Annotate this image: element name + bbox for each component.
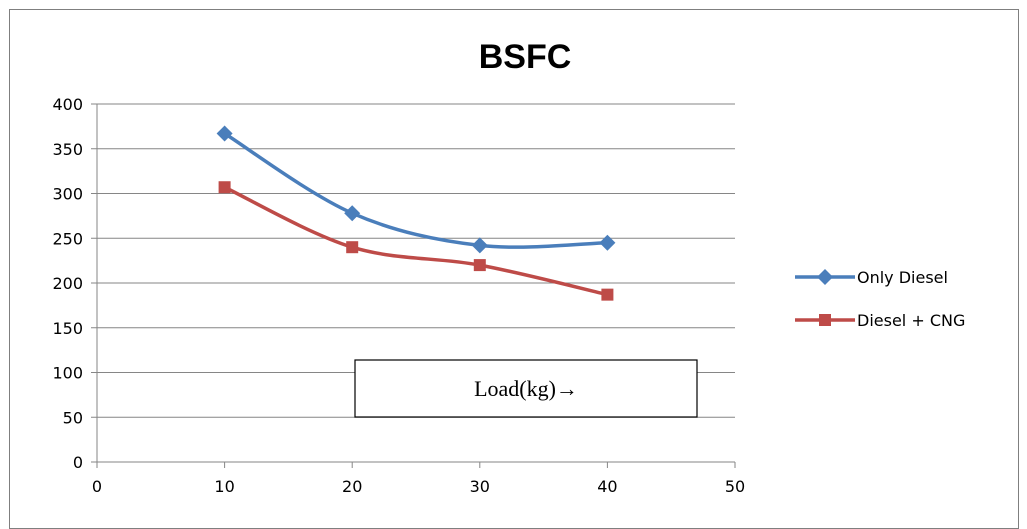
chart-title: BSFC <box>479 38 572 76</box>
data-point-diesel-cng <box>346 241 359 254</box>
legend-label: Only Diesel <box>857 268 948 287</box>
x-tick-label: 20 <box>342 477 362 496</box>
data-point-only-diesel <box>599 234 616 251</box>
y-tick-label: 200 <box>52 274 83 293</box>
series-diesel-cng <box>218 181 614 301</box>
data-point-only-diesel <box>216 125 233 142</box>
legend-marker <box>817 269 833 285</box>
y-tick-label: 0 <box>73 453 83 472</box>
y-tick-label: 100 <box>52 364 83 383</box>
annotation-label: Load(kg)→ <box>474 376 578 401</box>
bsfc-chart: BSFC 0 50 100 150 200 250 300 350 400 0 10 20 30 40 5… <box>52 38 965 496</box>
legend-item-diesel-cng: Diesel + CNG <box>795 311 965 330</box>
data-point-only-diesel <box>344 205 361 222</box>
legend-label: Diesel + CNG <box>857 311 965 330</box>
y-tick-label: 350 <box>52 140 83 159</box>
annotation-box: Load(kg)→ <box>354 359 698 418</box>
series-line-only-diesel <box>223 132 608 249</box>
series-line-diesel-cng <box>223 185 608 297</box>
y-tick-labels: 0 50 100 150 200 250 300 350 400 <box>52 95 83 472</box>
y-tick-label: 300 <box>52 185 83 204</box>
x-tick-label: 0 <box>92 477 102 496</box>
y-tick-label: 150 <box>52 319 83 338</box>
legend-item-only-diesel: Only Diesel <box>795 268 948 287</box>
axes <box>91 103 736 468</box>
y-tick-label: 250 <box>52 229 83 248</box>
data-point-only-diesel <box>471 237 488 254</box>
x-tick-label: 30 <box>470 477 490 496</box>
chart-frame <box>9 9 1019 529</box>
legend-marker <box>819 314 831 326</box>
y-tick-label: 400 <box>52 95 83 114</box>
x-tick-label: 40 <box>597 477 617 496</box>
x-tick-label: 10 <box>214 477 234 496</box>
data-point-diesel-cng <box>473 259 486 272</box>
x-tick-labels: 0 10 20 30 40 50 <box>92 477 745 496</box>
y-tick-label: 50 <box>63 408 83 427</box>
legend: Only Diesel Diesel + CNG <box>795 268 965 330</box>
data-point-diesel-cng <box>601 288 614 301</box>
series <box>216 125 616 301</box>
x-tick-label: 50 <box>725 477 745 496</box>
series-only-diesel <box>216 125 616 254</box>
data-point-diesel-cng <box>218 181 231 194</box>
